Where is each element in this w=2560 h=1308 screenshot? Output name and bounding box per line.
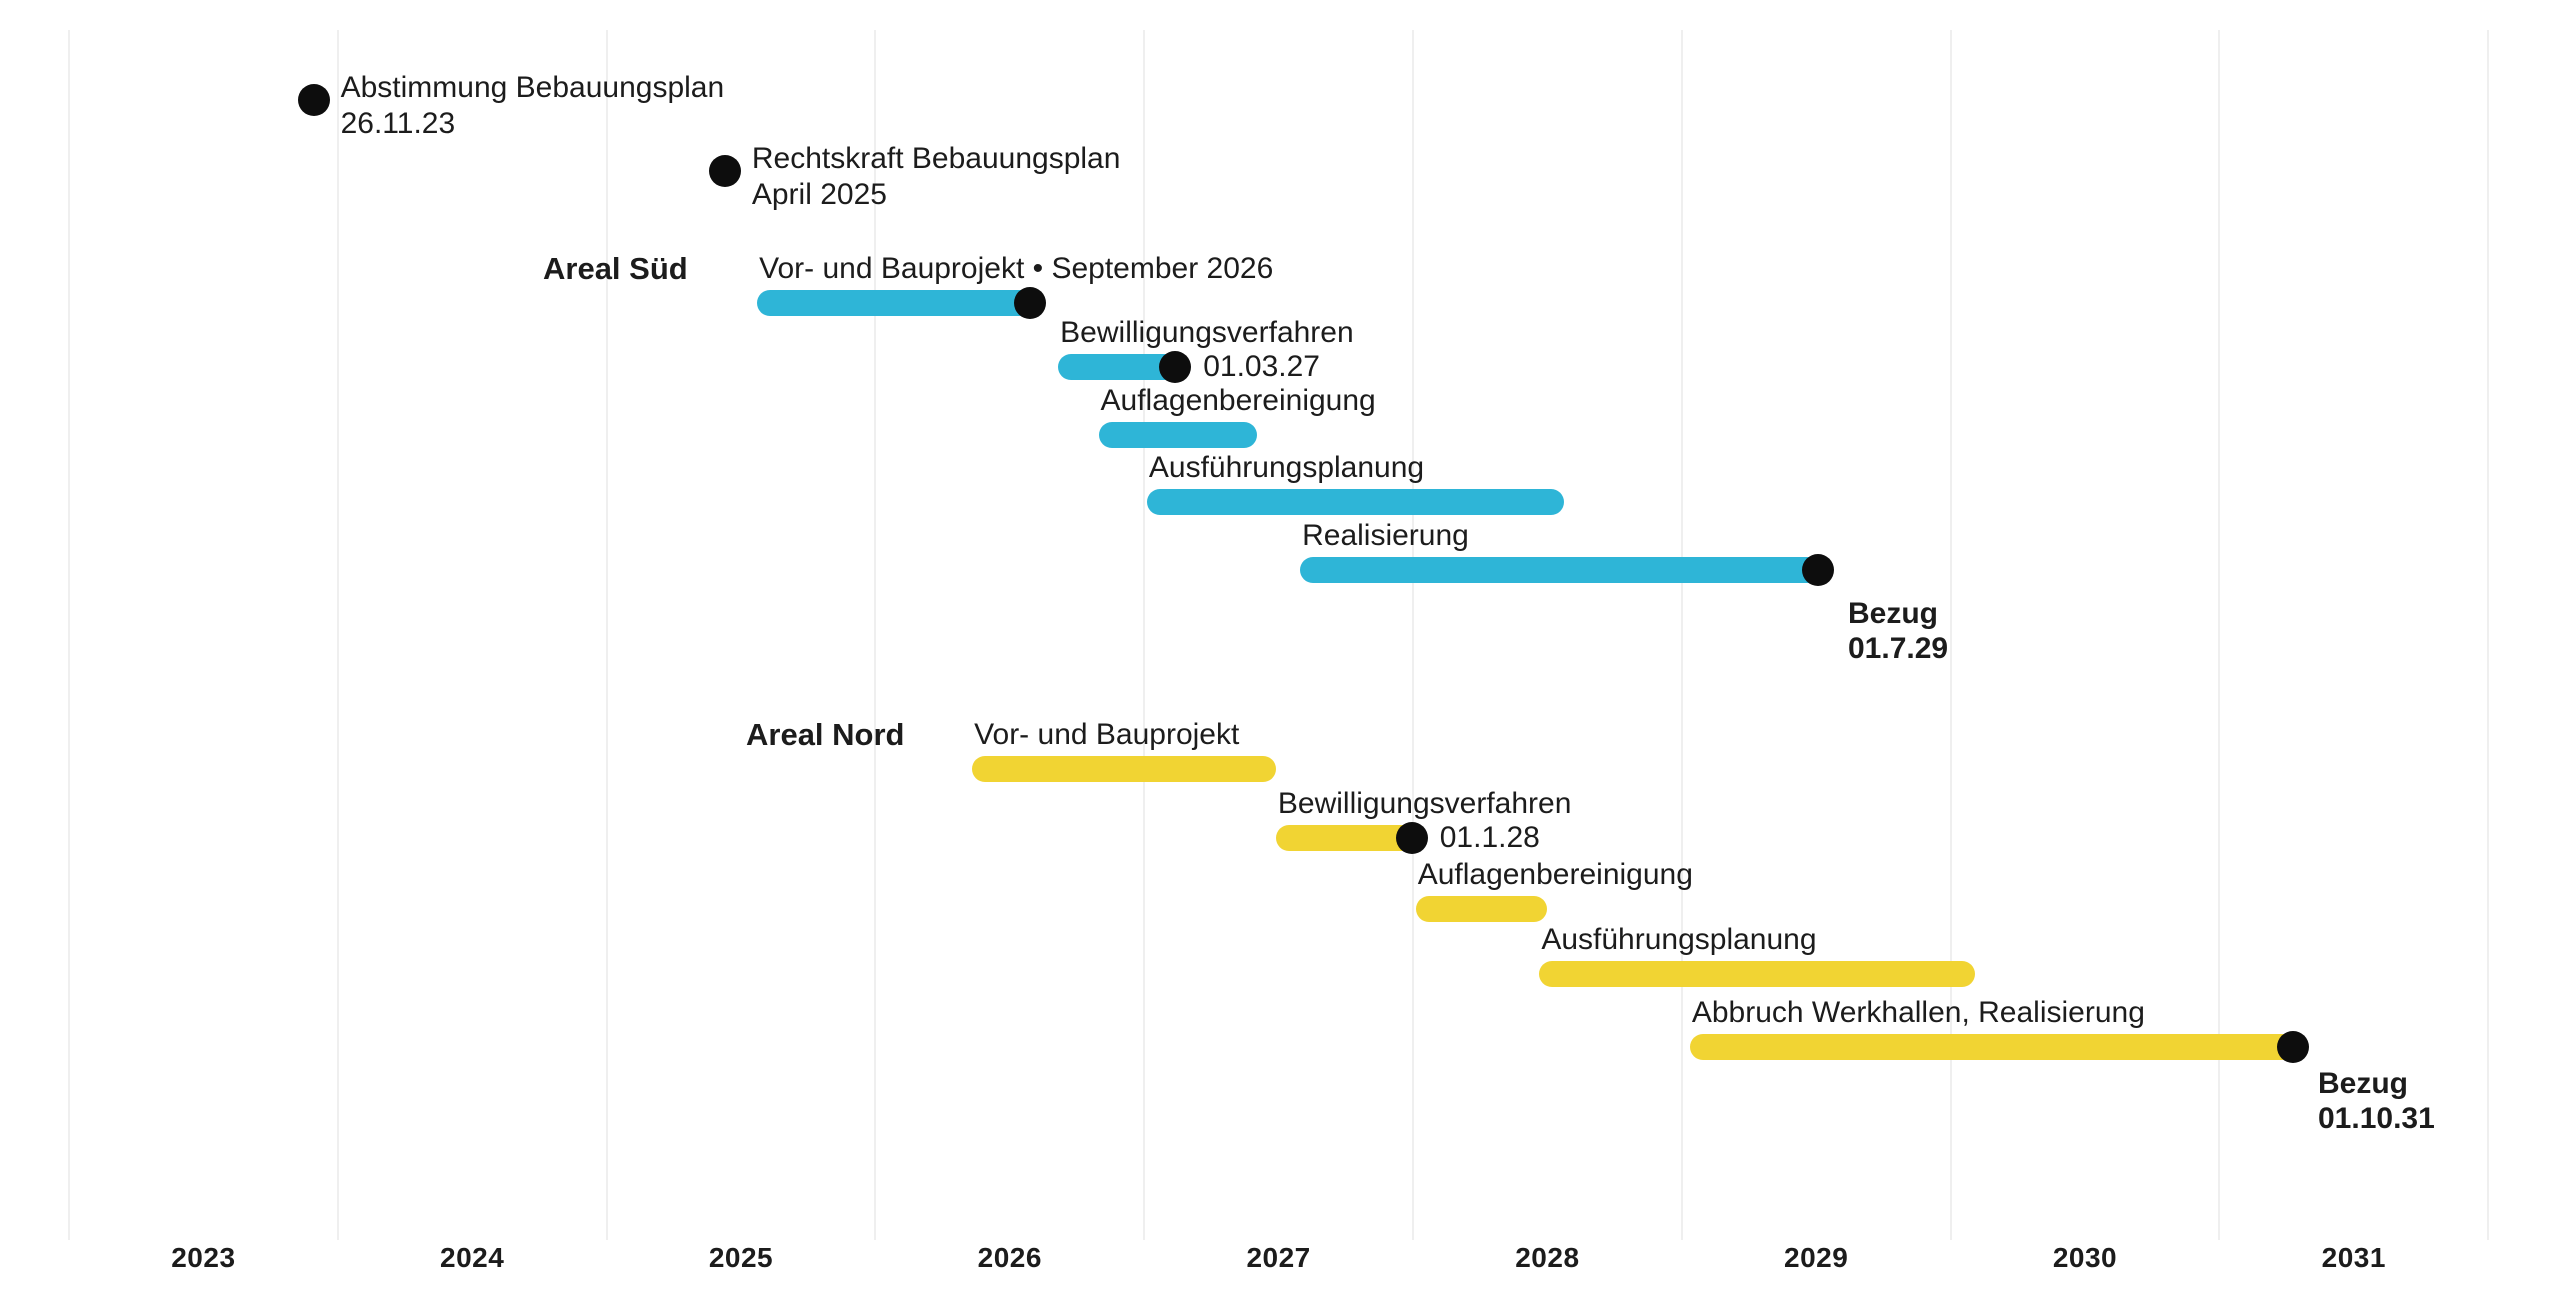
year-axis-label: 2029 [1784, 1242, 1849, 1273]
task-bar [1689, 1034, 2306, 1060]
task-bar [1098, 422, 1258, 448]
task-end-dot [1395, 822, 1428, 854]
year-axis-label: 2025 [708, 1242, 774, 1273]
task-end-dot [1159, 351, 1192, 383]
task-end-dot [1014, 287, 1047, 319]
task-milestone-date: 01.1.28 [1439, 821, 1540, 854]
task-label: Auflagenbereinigung [1100, 384, 1376, 417]
milestone-label: Abstimmung Bebauungsplan 26.11.23 [341, 70, 725, 142]
bezug-label-line: 01.7.29 [1848, 632, 1949, 665]
task-milestone-date: 01.03.27 [1203, 350, 1320, 383]
bezug-label: Bezug 01.10.31 [2318, 1066, 2435, 1136]
year-gridline [874, 30, 877, 1240]
task-bar [1415, 896, 1548, 922]
bezug-label-line: 01.10.31 [2318, 1102, 2435, 1135]
year-axis-label: 2031 [2321, 1242, 2386, 1273]
year-gridline [1680, 30, 1683, 1240]
task-label: Abbruch Werkhallen, Realisierung [1691, 996, 2145, 1029]
milestone-label-line: Rechtskraft Bebauungsplan [751, 142, 1121, 175]
group-label-areal-nord: Areal Nord [746, 717, 905, 752]
group-label-areal-sued: Areal Süd [543, 251, 688, 286]
task-bar [1300, 557, 1830, 583]
task-label: Ausführungsplanung [1148, 451, 1425, 484]
year-axis-label: 2030 [2052, 1242, 2118, 1273]
year-gridline [1143, 30, 1146, 1240]
year-gridline [605, 30, 608, 1240]
year-gridline [1949, 30, 1952, 1240]
milestone-label-line: Abstimmung Bebauungsplan [340, 71, 725, 104]
task-label: Bewilligungsverfahren [1060, 316, 1354, 349]
year-axis-label: 2028 [1515, 1242, 1580, 1273]
year-axis-label: 2024 [440, 1242, 505, 1273]
year-gridline [2487, 30, 2490, 1240]
task-label: Vor- und Bauprojekt [974, 718, 1240, 751]
task-end-dot [2277, 1031, 2310, 1063]
bezug-label-line: Bezug [1848, 597, 1938, 630]
milestone-label-line: April 2025 [751, 178, 887, 211]
milestone-dot [708, 155, 741, 187]
milestone-dot [297, 84, 330, 116]
task-label: Auflagenbereinigung [1417, 858, 1693, 891]
task-bar [972, 756, 1276, 782]
milestone-label: Rechtskraft Bebauungsplan April 2025 [752, 141, 1121, 213]
year-axis-label: 2023 [171, 1242, 236, 1273]
year-gridline [1412, 30, 1414, 1240]
year-gridline [68, 30, 70, 1240]
task-label: Realisierung [1302, 519, 1469, 552]
year-axis-label: 2027 [1246, 1242, 1311, 1273]
task-bar [1539, 961, 1975, 987]
bezug-label-line: Bezug [2318, 1067, 2408, 1100]
year-axis-label: 2026 [977, 1242, 1042, 1273]
bezug-label: Bezug 01.7.29 [1848, 596, 1948, 666]
task-label: Bewilligungsverfahren [1277, 787, 1572, 820]
task-label: Ausführungsplanung [1541, 923, 1817, 956]
year-gridline [2218, 30, 2221, 1240]
milestone-label-line: 26.11.23 [340, 107, 456, 140]
year-gridline [336, 30, 339, 1240]
task-bar [757, 290, 1043, 316]
task-end-dot [1801, 554, 1834, 586]
task-label: Vor- und Bauprojekt • September 2026 [759, 252, 1274, 285]
task-bar [1146, 489, 1564, 515]
